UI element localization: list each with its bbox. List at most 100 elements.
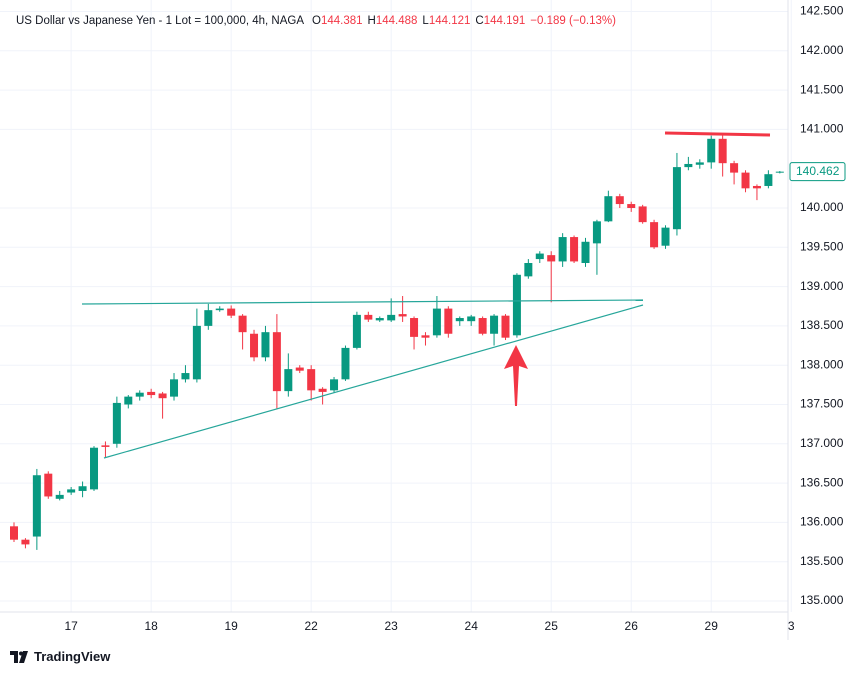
- candle-body: [307, 369, 316, 391]
- candle-body: [535, 253, 544, 260]
- resistance-line: [81, 299, 644, 305]
- candle-body: [604, 196, 613, 222]
- candle-body: [55, 494, 64, 499]
- candle-body: [78, 486, 87, 491]
- candle-body: [387, 314, 396, 321]
- candle-body: [295, 367, 304, 371]
- x-tick-label: 22: [305, 619, 319, 633]
- candle-body: [261, 332, 270, 358]
- candle-body: [730, 163, 739, 173]
- candle-body: [181, 373, 190, 380]
- candle-body: [467, 316, 476, 322]
- y-tick-label: 139.000: [800, 279, 844, 293]
- candle-body: [501, 315, 510, 338]
- candle-body: [147, 391, 156, 396]
- candle-body: [170, 379, 179, 397]
- axes: 135.000 135.500 136.000 136.500 137.000 137.5…: [64, 4, 846, 633]
- candle-body: [341, 347, 350, 380]
- candle-body: [695, 162, 704, 165]
- candle-body: [512, 274, 521, 336]
- candle-body: [284, 369, 293, 392]
- x-tick-label: 3: [788, 619, 795, 633]
- o-value: 144.381: [320, 15, 363, 27]
- last-price-label: 140.462: [796, 164, 840, 178]
- candle-body: [124, 396, 133, 405]
- candle-body: [352, 314, 361, 348]
- candle-body: [547, 255, 556, 262]
- y-tick-label: 142.500: [800, 4, 844, 18]
- y-tick-label: 138.500: [800, 318, 844, 332]
- candle-body: [250, 333, 259, 358]
- y-tick-label: 140.000: [800, 200, 844, 214]
- candle-body: [10, 526, 18, 540]
- candle-body: [592, 221, 601, 244]
- candle-body: [718, 138, 727, 164]
- candle-body: [752, 185, 761, 189]
- candle-body: [158, 393, 167, 399]
- chart: 135.000 135.500 136.000 136.500 137.000 137.5…: [0, 0, 846, 640]
- candle-body: [672, 167, 681, 230]
- candle-body: [478, 318, 487, 334]
- candle-body: [398, 314, 407, 317]
- candle-body: [32, 475, 41, 537]
- candle-body: [627, 204, 636, 208]
- l-value: 144.121: [428, 15, 471, 27]
- x-tick-label: 23: [385, 619, 399, 633]
- candle-body: [67, 489, 76, 493]
- y-tick-label: 136.500: [800, 475, 844, 489]
- candle-body: [135, 392, 144, 397]
- logo: [10, 650, 28, 663]
- x-tick-label: 19: [224, 619, 238, 633]
- candle-body: [638, 206, 647, 223]
- candle-body: [581, 241, 590, 264]
- candle-body: [558, 237, 567, 262]
- o-label: O: [312, 15, 321, 27]
- change: −0.189 (−0.13%): [530, 15, 616, 27]
- x-tick-label: 17: [64, 619, 78, 633]
- brand: TradingView: [34, 649, 111, 664]
- c-value: 144.191: [483, 15, 526, 27]
- y-tick-label: 141.000: [800, 122, 844, 136]
- candle-body: [432, 308, 441, 336]
- candle-body: [455, 318, 464, 322]
- candles: [10, 133, 784, 550]
- x-tick-label: 29: [705, 619, 719, 633]
- l-label: L: [422, 15, 429, 27]
- h-label: H: [367, 15, 376, 27]
- symbol: US Dollar vs Japanese Yen - 1 Lot = 100,…: [16, 15, 304, 27]
- footer: TradingView: [10, 649, 110, 664]
- candle-body: [741, 172, 750, 189]
- candle-body: [684, 163, 693, 168]
- x-tick-label: 26: [625, 619, 639, 633]
- candle-body: [330, 379, 339, 391]
- candle-body: [650, 222, 659, 248]
- candle-body: [21, 539, 30, 545]
- last-price-box: [789, 162, 846, 182]
- candle-body: [764, 174, 773, 186]
- candle-body: [318, 388, 327, 392]
- y-tick-label: 139.500: [800, 239, 844, 253]
- candle-body: [615, 196, 624, 205]
- candle-body: [238, 315, 247, 333]
- y-tick-label: 136.000: [800, 515, 844, 529]
- candle-body: [490, 315, 499, 334]
- candle-body: [775, 171, 784, 173]
- candle-body: [661, 227, 670, 246]
- y-tick-label: 137.000: [800, 436, 844, 450]
- candle-body: [90, 447, 99, 490]
- candle-body: [410, 318, 419, 337]
- candle-body: [204, 310, 213, 326]
- support-line: [103, 304, 644, 459]
- candle-body: [444, 308, 453, 334]
- candle-body: [101, 445, 110, 447]
- y-tick-label: 135.000: [800, 593, 844, 607]
- grid: [0, 0, 792, 612]
- h-value: 144.488: [375, 15, 418, 27]
- x-tick-label: 18: [144, 619, 158, 633]
- candle-body: [272, 332, 281, 392]
- candle-body: [44, 473, 53, 497]
- candle-body: [421, 335, 430, 338]
- x-tick-label: 24: [465, 619, 479, 633]
- y-tick-label: 135.500: [800, 554, 844, 568]
- legend: US Dollar vs Japanese Yen - 1 Lot = 100,…: [16, 15, 621, 27]
